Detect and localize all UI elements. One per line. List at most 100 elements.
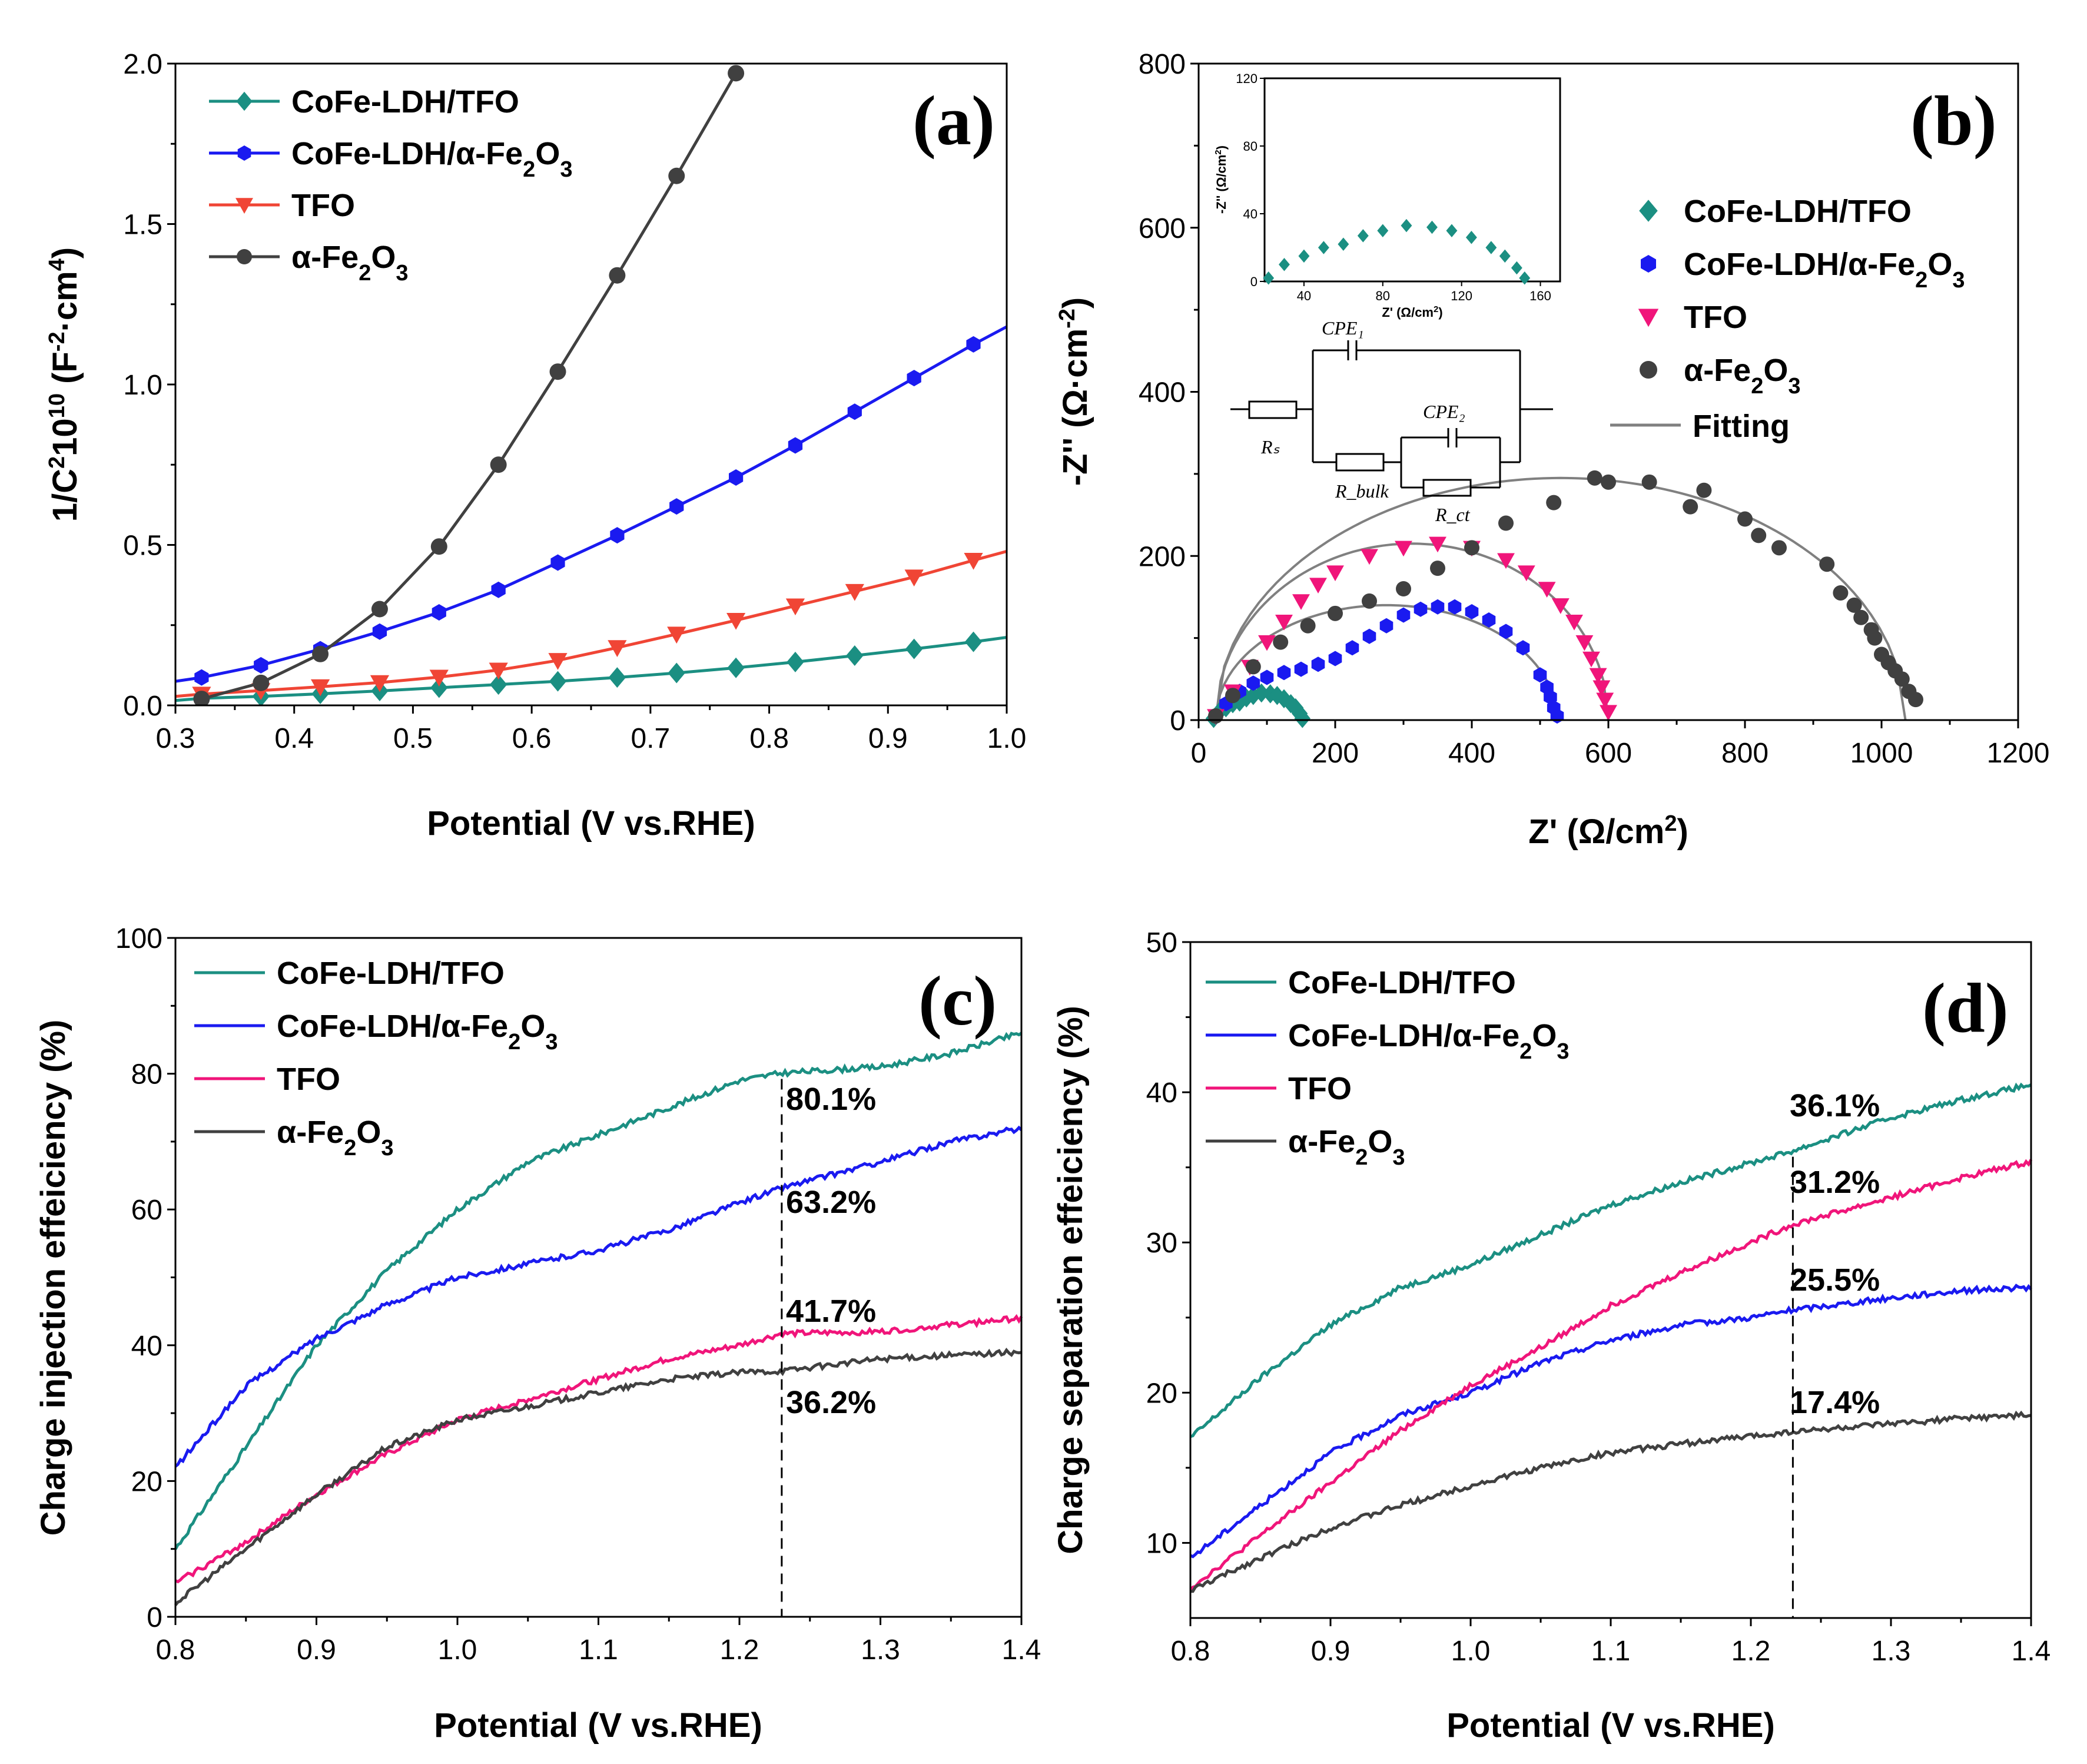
data-point: [430, 538, 447, 555]
y-tick-label: 0: [147, 1602, 162, 1633]
data-point: [1361, 549, 1378, 565]
data-point: [846, 645, 864, 667]
x-tick-label: 600: [1585, 738, 1632, 769]
x-axis-label-b: Z' (Ω/cm2): [1528, 811, 1688, 851]
data-point: [490, 456, 507, 473]
series-CoFe-LDH/α-Fe2O3: [175, 325, 1007, 686]
legend-label: α-Fe2O3: [1288, 1124, 1405, 1170]
data-point: [1464, 540, 1479, 556]
data-point: [1208, 708, 1223, 724]
data-point: [845, 583, 864, 601]
data-point: [1592, 680, 1611, 697]
data-point: [728, 65, 745, 82]
series-line-TFO: [174, 1314, 1023, 1584]
panel-a: 0.3 0.4 0.5 0.6 0.7 0.8 0.9 1.00.00.51.01.52.0 …: [45, 49, 1026, 843]
series-line-TFO: [1189, 1159, 2033, 1591]
data-point: [1565, 615, 1583, 631]
x-tick-label: 0.3: [156, 723, 195, 754]
data-point: [1641, 474, 1657, 490]
inset-point: [1426, 220, 1438, 234]
data-point: [432, 604, 446, 621]
legend-marker: [1639, 200, 1658, 222]
inset-point: [1401, 218, 1412, 233]
legend-label: CoFe-LDH/TFO: [1684, 194, 1912, 229]
panel-d: 0.8 0.9 1.0 1.1 1.2 1.3 1.4 10 20 30 40 50 Potentia…: [1051, 927, 2050, 1745]
data-point: [1362, 628, 1376, 644]
inset-point: [1357, 229, 1369, 243]
x-tick-label: 0.8: [749, 723, 789, 754]
data-point: [787, 651, 804, 672]
data-point: [1683, 499, 1698, 515]
data-point: [489, 674, 507, 695]
inset-y-label: -Z'' (Ω/cm2): [1213, 145, 1229, 214]
data-point: [489, 662, 508, 680]
y-axis-label-b: -Z'' (Ω·cm-2): [1055, 297, 1094, 486]
x-tick-label: 0.8: [156, 1634, 195, 1666]
data-point: [312, 645, 329, 662]
data-point: [727, 657, 745, 678]
x-axis-label-d: Potential (V vs.RHE): [1446, 1706, 1775, 1745]
data-point: [1294, 661, 1308, 677]
data-point: [1853, 609, 1869, 625]
legend-marker: [1641, 255, 1656, 273]
data-point: [847, 403, 862, 420]
data-point: [1362, 593, 1377, 609]
data-point: [1894, 671, 1910, 687]
y-tick-label: 20: [131, 1466, 162, 1497]
data-point: [1396, 607, 1411, 623]
circuit-cpe1: CPE₁: [1322, 317, 1364, 339]
data-point: [1499, 624, 1513, 639]
panel-label-a: (a): [913, 81, 995, 160]
legend-marker: [237, 145, 251, 161]
series-line: [201, 72, 738, 701]
x-tick-label: 0.9: [297, 1634, 336, 1666]
data-point: [1751, 528, 1767, 543]
data-point: [1517, 565, 1535, 582]
y-axis-label-d: Charge separation effeiciency (%): [1051, 1006, 1090, 1554]
data-point: [491, 581, 506, 598]
data-point: [1546, 495, 1562, 510]
equivalent-circuit: [1230, 340, 1553, 497]
data-point: [1908, 692, 1923, 708]
legend-label: TFO: [291, 188, 355, 223]
data-point: [964, 631, 983, 652]
data-point: [1328, 651, 1342, 667]
value-annotation: 41.7%: [786, 1294, 876, 1329]
data-point: [1225, 688, 1240, 704]
data-point: [1582, 651, 1600, 668]
x-tick-label: 1.0: [987, 723, 1027, 754]
data-point: [370, 675, 390, 692]
data-point: [371, 601, 388, 618]
data-point: [1430, 561, 1445, 576]
y-tick-label: 2.0: [123, 49, 162, 80]
y-tick-label: 0: [1170, 705, 1186, 737]
data-point: [1396, 581, 1411, 596]
y-tick-label: 40: [131, 1331, 162, 1362]
data-point: [1448, 599, 1462, 615]
data-point: [1867, 630, 1883, 646]
panel-c: 0.8 0.9 1.0 1.1 1.2 1.3 1.4 0 20 40 60 80 100 Potent…: [34, 923, 1041, 1745]
data-point: [785, 598, 805, 616]
data-point: [1429, 536, 1446, 553]
x-tick-label: 0.9: [1311, 1636, 1351, 1667]
y-tick-label: 800: [1139, 49, 1186, 80]
y-tick-label: 1.5: [123, 210, 162, 241]
data-point: [193, 691, 210, 705]
data-point: [609, 267, 626, 284]
inset-y-tick-label: 0: [1250, 274, 1257, 289]
y-axis-label-c: Charge injection effeiciency (%): [34, 1020, 72, 1536]
data-point: [194, 669, 209, 686]
y-tick-label: 50: [1146, 927, 1177, 959]
data-point: [1601, 474, 1616, 490]
panel-label-d: (d): [1922, 969, 2009, 1047]
series-line: [175, 636, 1007, 702]
y-tick-label: 20: [1146, 1378, 1177, 1409]
data-point: [1414, 601, 1428, 617]
legend-label: TFO: [1684, 300, 1747, 335]
data-point: [1551, 598, 1570, 614]
data-point: [1516, 640, 1530, 656]
inset-point: [1338, 237, 1349, 251]
series-line: [175, 549, 1007, 698]
data-point: [1819, 556, 1835, 572]
